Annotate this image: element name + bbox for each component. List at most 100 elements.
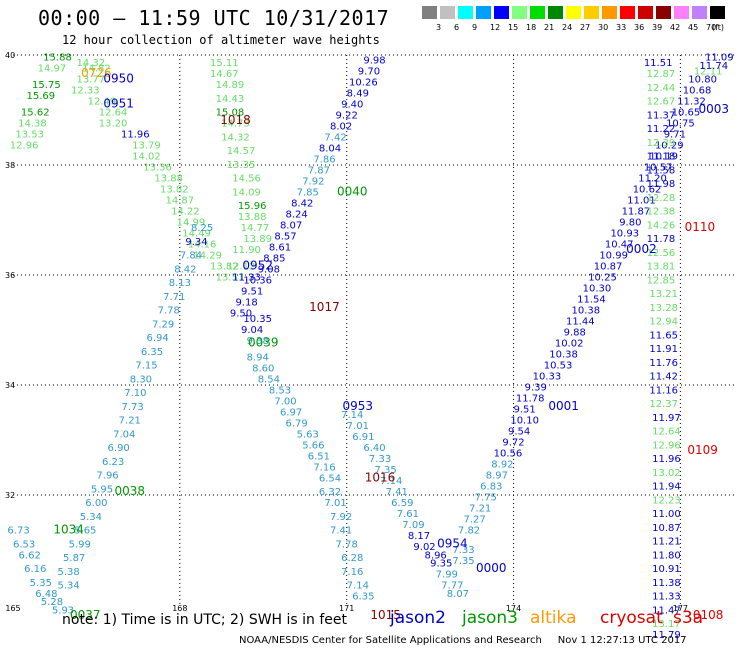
wave-height-value: 15.96 bbox=[238, 201, 267, 212]
wave-height-value: 12.23 bbox=[652, 495, 681, 506]
wave-height-value: 10.30 bbox=[583, 284, 612, 295]
wave-height-value: 9.02 bbox=[413, 542, 435, 553]
chart-title: 00:00 – 11:59 UTC 10/31/2017 bbox=[38, 6, 390, 30]
wave-height-value: 7.16 bbox=[341, 567, 363, 578]
wave-height-value: 11.01 bbox=[627, 196, 656, 207]
legend-cryosat: cryosat bbox=[600, 608, 663, 628]
wave-height-value: 9.50 bbox=[230, 308, 252, 319]
wave-height-value: 8.25 bbox=[191, 223, 213, 234]
wave-height-value: 7.78 bbox=[336, 539, 358, 550]
wave-height-value: 11.97 bbox=[652, 413, 681, 424]
wave-height-value: 9.54 bbox=[508, 427, 530, 438]
wave-height-value: 7.01 bbox=[324, 498, 346, 509]
wave-height-value: 15.88 bbox=[43, 53, 72, 64]
scale-label: 3 bbox=[436, 23, 442, 32]
wave-height-value: 11.22 bbox=[647, 124, 676, 135]
wave-height-value: 14.77 bbox=[241, 223, 270, 234]
wave-height-value: 11.76 bbox=[649, 358, 678, 369]
wave-height-value: 9.04 bbox=[241, 325, 263, 336]
wave-height-value: 8.17 bbox=[408, 531, 430, 542]
wave-height-value: 7.99 bbox=[436, 570, 458, 581]
wave-height-value: 14.32 bbox=[221, 132, 250, 143]
wave-height-value: 11.32 bbox=[677, 97, 706, 108]
wave-height-value: 9.40 bbox=[341, 99, 363, 110]
wave-height-value: 6.16 bbox=[24, 564, 46, 575]
wave-height-value: 14.32 bbox=[77, 58, 106, 69]
wave-height-value: 6.51 bbox=[308, 451, 330, 462]
pass-time-label: 0952 bbox=[242, 259, 273, 273]
wave-height-value: 12.64 bbox=[652, 427, 681, 438]
pass-time-label: 0951 bbox=[103, 96, 134, 110]
wave-height-value: 11.65 bbox=[649, 330, 678, 341]
wave-height-value: 11.00 bbox=[652, 509, 681, 520]
wave-height-value: 11.91 bbox=[649, 344, 678, 355]
wave-height-value: 15.08 bbox=[216, 108, 245, 119]
wave-height-value: 14.16 bbox=[188, 240, 217, 251]
scale-label: 42 bbox=[670, 23, 681, 32]
wave-height-value: 9.80 bbox=[619, 218, 641, 229]
wave-height-value: 11.58 bbox=[647, 165, 676, 176]
wave-height-value: 9.71 bbox=[664, 130, 686, 141]
scale-swatch bbox=[476, 6, 491, 19]
wave-height-value: 10.10 bbox=[510, 416, 539, 427]
wave-height-value: 6.59 bbox=[391, 498, 413, 509]
scale-label: 27 bbox=[580, 23, 591, 32]
wave-height-value: 10.75 bbox=[666, 119, 695, 130]
y-tick-label: 40 bbox=[5, 51, 15, 60]
scale-swatch bbox=[710, 6, 725, 19]
wave-height-value: 8.24 bbox=[286, 209, 308, 220]
wave-height-value: 5.63 bbox=[297, 429, 319, 440]
wave-height-value: 12.28 bbox=[647, 193, 676, 204]
wave-height-value: 12.39 bbox=[647, 138, 676, 149]
scale-label: 18 bbox=[526, 23, 537, 32]
wave-height-value: 11.42 bbox=[649, 372, 678, 383]
scale-swatch bbox=[566, 6, 581, 19]
wave-height-value: 5.93 bbox=[52, 605, 74, 616]
wave-height-value: 6.94 bbox=[146, 333, 168, 344]
wave-height-value: 14.67 bbox=[210, 69, 239, 80]
scale-swatch bbox=[656, 6, 671, 19]
wave-height-value: 14.09 bbox=[232, 187, 261, 198]
wave-height-value: 9.51 bbox=[241, 286, 263, 297]
wave-height-value: 12.56 bbox=[647, 248, 676, 259]
wave-height-value: 10.25 bbox=[588, 273, 617, 284]
wave-height-value: 14.29 bbox=[193, 251, 222, 262]
wave-height-value: 8.13 bbox=[169, 278, 191, 289]
wave-height-value: 9.18 bbox=[235, 297, 257, 308]
wave-height-value: 6.73 bbox=[7, 526, 29, 537]
wave-height-value: 13.77 bbox=[77, 75, 106, 86]
wave-height-value: 7.41 bbox=[386, 487, 408, 498]
wave-height-value: 7.33 bbox=[452, 545, 474, 556]
wave-height-value: 9.34 bbox=[185, 237, 207, 248]
wave-height-value: 13.88 bbox=[154, 174, 183, 185]
wave-height-value: 8.53 bbox=[269, 385, 291, 396]
x-tick-label: 174 bbox=[506, 604, 521, 613]
wave-height-value: 7.71 bbox=[163, 292, 185, 303]
wave-height-value: 6.48 bbox=[35, 589, 57, 600]
wave-height-value: 10.62 bbox=[633, 185, 662, 196]
wave-height-value: 6.54 bbox=[319, 473, 341, 484]
wave-height-value: 7.87 bbox=[308, 165, 330, 176]
wave-height-value: 7.09 bbox=[402, 520, 424, 531]
wave-height-value: 7.85 bbox=[297, 187, 319, 198]
wave-height-value: 14.38 bbox=[18, 119, 47, 130]
wave-height-value: 13.36 bbox=[143, 163, 172, 174]
wave-height-value: 5.34 bbox=[57, 581, 79, 592]
wave-height-value: 14.57 bbox=[227, 146, 256, 157]
wave-height-value: 11.44 bbox=[566, 317, 595, 328]
wave-height-value: 7.92 bbox=[330, 512, 352, 523]
wave-height-value: 10.38 bbox=[549, 350, 578, 361]
wave-height-value: 13.88 bbox=[238, 212, 267, 223]
credit-timestamp: Nov 1 12:27:13 UTC 2017 bbox=[557, 635, 687, 646]
wave-height-value: 8.60 bbox=[252, 363, 274, 374]
wave-height-value: 5.66 bbox=[302, 440, 324, 451]
wave-height-value: 14.89 bbox=[216, 80, 245, 91]
wave-height-value: 7.35 bbox=[374, 465, 396, 476]
wave-height-value: 12.96 bbox=[10, 141, 39, 152]
wave-height-value: 13.02 bbox=[652, 468, 681, 479]
wave-height-value: 7.86 bbox=[313, 154, 335, 165]
scale-label: 9 bbox=[472, 23, 478, 32]
wave-height-value: 12.94 bbox=[649, 317, 678, 328]
wave-height-value: 7.29 bbox=[152, 319, 174, 330]
